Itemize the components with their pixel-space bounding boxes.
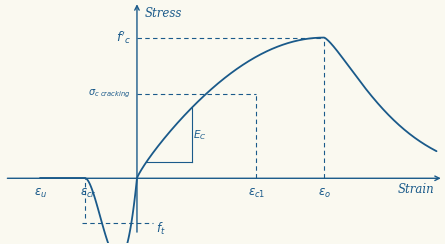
Text: Strain: Strain (398, 183, 434, 196)
Text: $f'_c$: $f'_c$ (116, 29, 131, 46)
Text: $\varepsilon_u$: $\varepsilon_u$ (33, 187, 47, 200)
Text: $\varepsilon_{cr}$: $\varepsilon_{cr}$ (80, 187, 97, 200)
Text: $\varepsilon_{c1}$: $\varepsilon_{c1}$ (248, 187, 265, 200)
Text: $f_t$: $f_t$ (156, 221, 166, 237)
Text: $\varepsilon_o$: $\varepsilon_o$ (318, 187, 331, 200)
Text: Stress: Stress (145, 7, 182, 20)
Text: $\sigma_{c\ cracking}$: $\sigma_{c\ cracking}$ (88, 88, 131, 100)
Text: $E_C$: $E_C$ (194, 128, 207, 142)
